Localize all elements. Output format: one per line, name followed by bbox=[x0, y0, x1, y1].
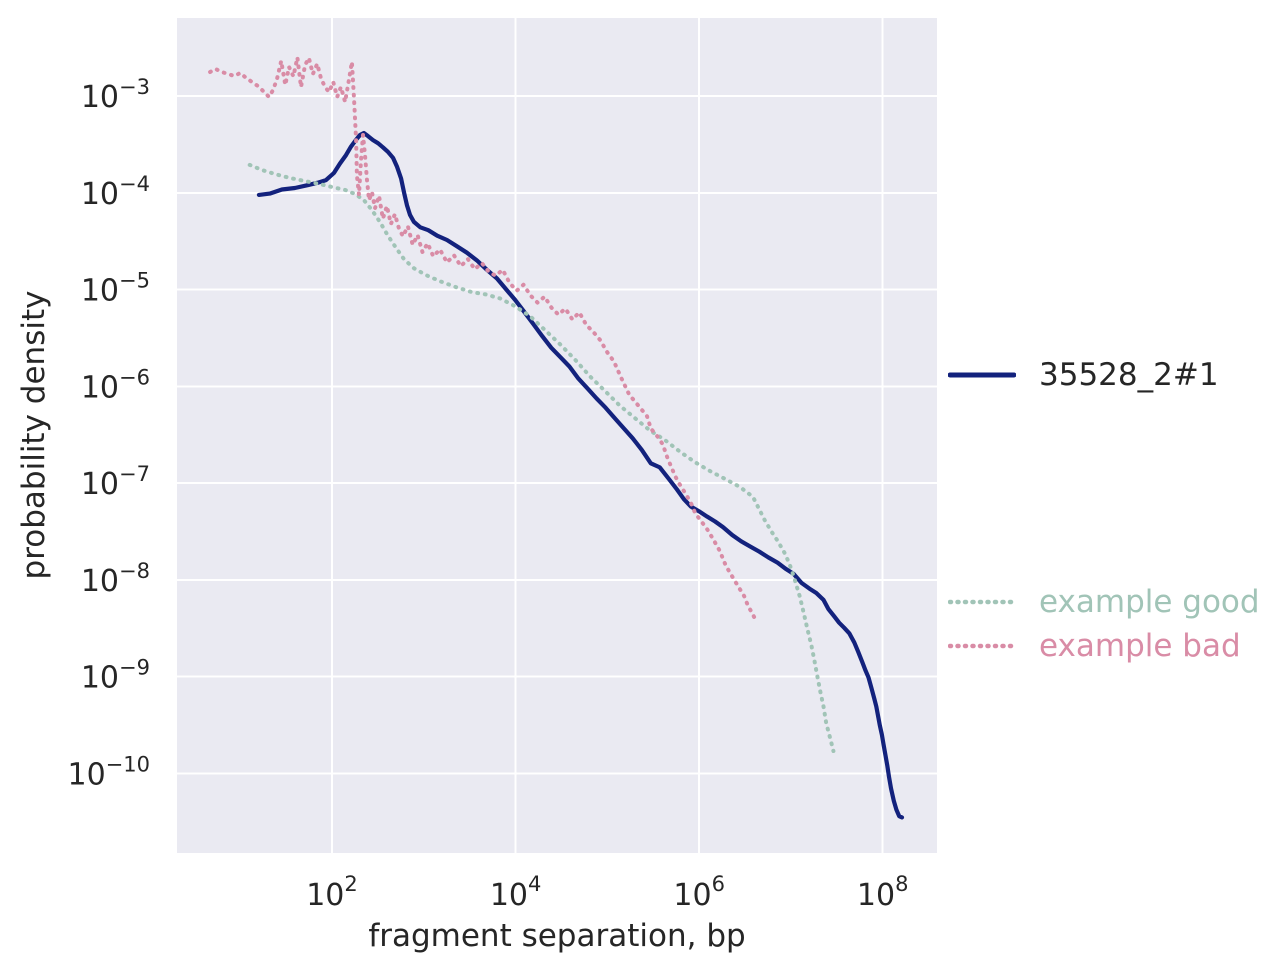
legend-line-sample-dotted-bad bbox=[948, 643, 1016, 649]
y-tick-1e-7: 10−7 bbox=[81, 462, 150, 502]
legend-line-sample-solid bbox=[948, 372, 1016, 378]
legend-line-sample-dotted-good bbox=[948, 599, 1016, 605]
legend-main: 35528_2#1 bbox=[948, 353, 1219, 397]
series-line-1 bbox=[247, 162, 836, 753]
y-tick-1e-4: 10−4 bbox=[81, 172, 150, 212]
y-tick-1e-10: 10−10 bbox=[67, 752, 150, 792]
y-tick-1e-8: 10−8 bbox=[81, 559, 150, 599]
plot-background bbox=[177, 18, 937, 853]
legend-examples: example good example bad bbox=[948, 580, 1260, 668]
y-tick-labels: 10−3 10−4 10−5 10−6 10−7 10−8 10−9 10−10 bbox=[67, 75, 150, 792]
legend-item-example-good: example good bbox=[948, 580, 1260, 624]
x-tick-1e8: 108 bbox=[857, 872, 909, 913]
series-line-0 bbox=[256, 130, 905, 820]
x-tick-1e6: 106 bbox=[673, 872, 725, 913]
gridlines bbox=[177, 18, 937, 853]
legend-item-example-bad: example bad bbox=[948, 624, 1260, 668]
x-axis-label: fragment separation, bp bbox=[368, 918, 746, 954]
x-tick-labels: 102 104 106 108 bbox=[306, 872, 908, 913]
y-tick-1e-3: 10−3 bbox=[81, 75, 150, 115]
legend-label-example-good: example good bbox=[1039, 584, 1260, 620]
legend-label-35528: 35528_2#1 bbox=[1039, 357, 1219, 393]
x-tick-1e2: 102 bbox=[306, 872, 358, 913]
y-tick-1e-5: 10−5 bbox=[81, 269, 150, 309]
y-axis-label: probability density bbox=[16, 290, 52, 580]
series-line-2 bbox=[208, 55, 757, 621]
y-tick-1e-9: 10−9 bbox=[81, 656, 150, 696]
x-tick-1e4: 104 bbox=[490, 872, 542, 913]
legend-item-35528: 35528_2#1 bbox=[948, 353, 1219, 397]
legend-label-example-bad: example bad bbox=[1039, 628, 1241, 664]
y-tick-1e-6: 10−6 bbox=[81, 365, 150, 405]
